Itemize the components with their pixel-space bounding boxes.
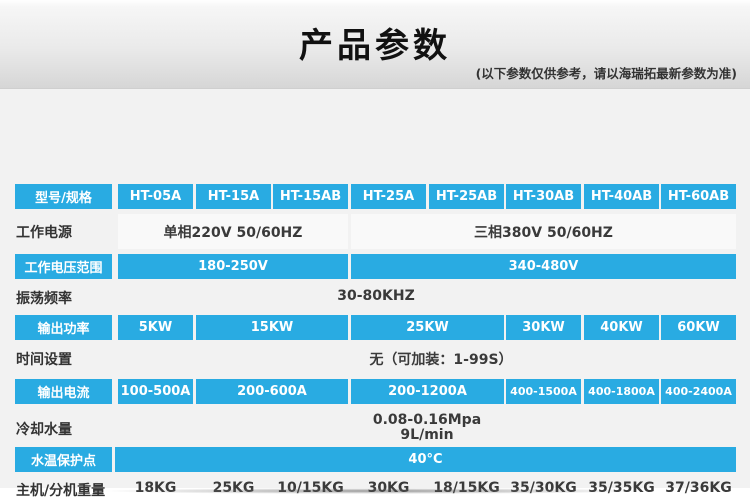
row-label-output-current: 输出电流: [15, 379, 112, 404]
model-cell: HT-60AB: [661, 184, 736, 209]
row-label-power-supply: 工作电源: [16, 225, 72, 241]
frequency-value: 30-80KHZ: [337, 288, 415, 304]
voltage-range-cell: 340-480V: [351, 254, 736, 279]
page-title: 产品参数: [299, 26, 451, 66]
output-current-cell: 100-500A: [118, 379, 193, 404]
power-supply-three-phase: 三相380V 50/60HZ: [474, 225, 613, 241]
row-label-frequency: 振荡频率: [16, 291, 72, 307]
power-supply-panel-right: [351, 214, 736, 249]
output-current-cell: 400-1800A: [584, 379, 659, 404]
row-label-timer: 时间设置: [16, 352, 72, 368]
output-power-cell: 25KW: [351, 315, 504, 340]
output-current-cell: 400-1500A: [506, 379, 581, 404]
output-power-cell: 5KW: [118, 315, 193, 340]
voltage-range-cell: 180-250V: [118, 254, 348, 279]
water-temp-cell: 40°C: [115, 447, 736, 472]
disclaimer-note: (以下参数仅供参考，请以海瑞拓最新参数为准): [475, 66, 737, 81]
row-label-cooling-water: 冷却水量: [16, 422, 72, 438]
header-banner: 产品参数 (以下参数仅供参考，请以海瑞拓最新参数为准): [0, 0, 750, 89]
timer-value: 无（可加装：1-99S）: [369, 352, 513, 368]
output-current-cell: 400-2400A: [661, 379, 736, 404]
model-cell: HT-40AB: [584, 184, 659, 209]
output-current-cell: 200-1200A: [351, 379, 504, 404]
model-cell: HT-05A: [118, 184, 193, 209]
spec-table: 型号/规格 HT-05A HT-15A HT-15AB HT-25A HT-25…: [0, 89, 750, 499]
output-power-cell: 40KW: [584, 315, 659, 340]
model-cell: HT-25AB: [429, 184, 504, 209]
output-power-cell: 15KW: [196, 315, 348, 340]
model-cell: HT-15AB: [273, 184, 348, 209]
output-power-cell: 60KW: [661, 315, 736, 340]
model-cell: HT-30AB: [506, 184, 581, 209]
output-current-cell: 200-600A: [196, 379, 348, 404]
power-supply-single-phase: 单相220V 50/60HZ: [163, 225, 303, 241]
power-supply-panel-left: [118, 214, 348, 249]
model-cell: HT-25A: [351, 184, 426, 209]
output-power-cell: 30KW: [506, 315, 581, 340]
cooling-water-flow: 9L/min: [400, 427, 454, 443]
model-cell: HT-15A: [196, 184, 271, 209]
row-label-output-power: 输出功率: [15, 315, 112, 340]
row-label-model: 型号/规格: [15, 184, 112, 209]
shadow-divider: [25, 487, 725, 495]
row-label-voltage-range: 工作电压范围: [15, 254, 112, 279]
row-label-water-temp: 水温保护点: [15, 447, 112, 472]
cooling-water-pressure: 0.08-0.16Mpa: [372, 412, 482, 428]
